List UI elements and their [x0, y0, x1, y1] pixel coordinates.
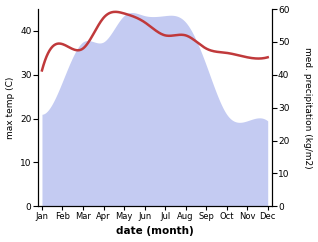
Y-axis label: max temp (C): max temp (C) — [5, 76, 15, 139]
X-axis label: date (month): date (month) — [116, 227, 194, 236]
Y-axis label: med. precipitation (kg/m2): med. precipitation (kg/m2) — [303, 47, 313, 168]
